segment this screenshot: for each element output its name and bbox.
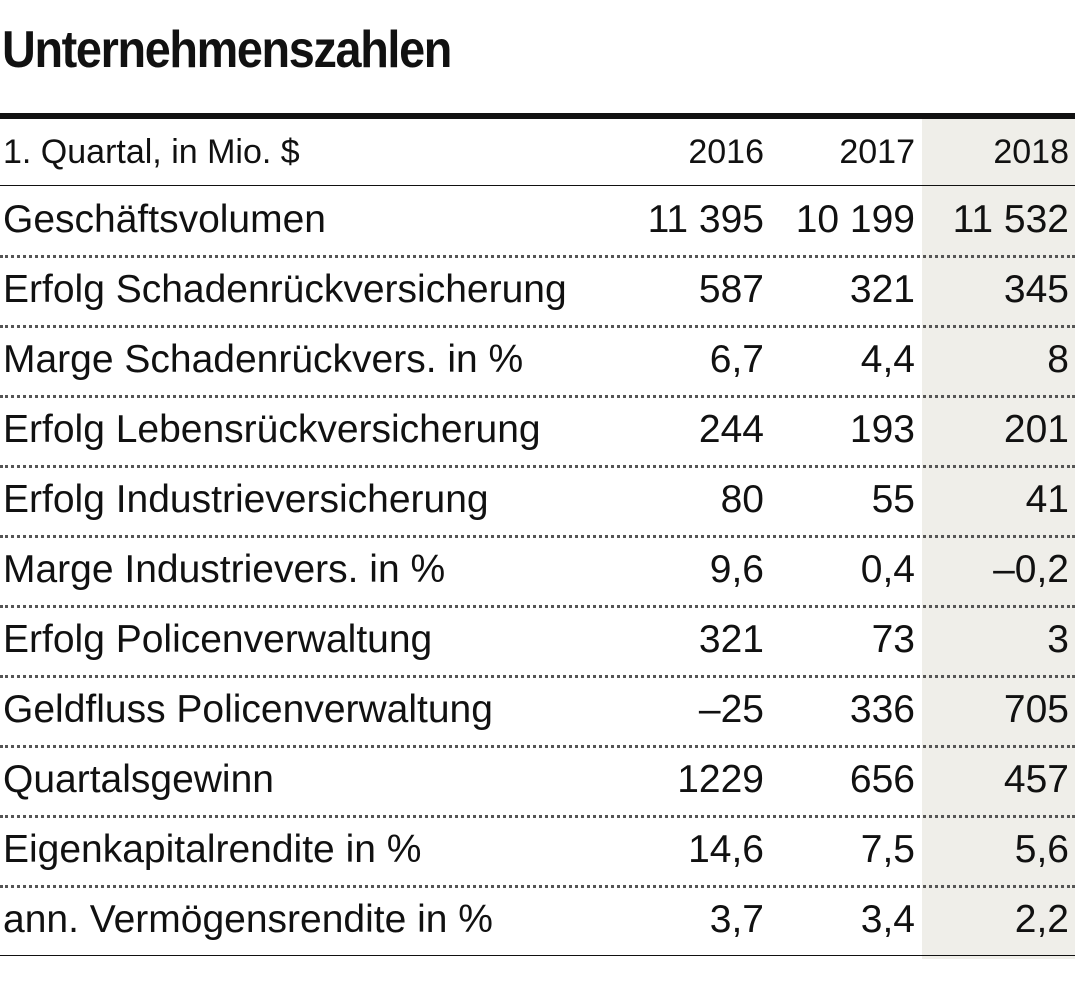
value-2017: 3,4 [860, 898, 915, 941]
value-2016: –25 [698, 688, 764, 731]
value-2018: 2,2 [1014, 898, 1069, 941]
table-row: Geschäftsvolumen 11 395 10 199 11 532 [0, 185, 1075, 258]
title-rule [0, 113, 1075, 119]
table-row: Erfolg Schadenrückversicherung 587 321 345 [0, 255, 1075, 328]
table-title: Unternehmenszahlen [2, 21, 452, 79]
value-2017: 193 [849, 408, 915, 451]
value-2016: 11 395 [647, 198, 764, 241]
value-2018: 11 532 [952, 198, 1069, 241]
row-label: Eigenkapitalrendite in % [3, 828, 422, 871]
header-label: 1. Quartal, in Mio. $ [3, 132, 300, 171]
value-2018: 457 [1003, 758, 1069, 801]
value-2016: 3,7 [709, 898, 764, 941]
value-2017: 656 [849, 758, 915, 801]
row-label: Erfolg Policenverwaltung [3, 618, 433, 661]
value-2018: 201 [1003, 408, 1069, 451]
table-row: Erfolg Lebensrückversicherung 244 193 201 [0, 395, 1075, 468]
value-2017: 7,5 [860, 828, 915, 871]
highlight-column-2018 [922, 119, 1075, 959]
table-row: Erfolg Policenverwaltung 321 73 3 [0, 605, 1075, 678]
value-2018: 5,6 [1014, 828, 1069, 871]
value-2016: 244 [698, 408, 764, 451]
row-label: Erfolg Industrieversicherung [3, 478, 489, 521]
value-2016: 14,6 [688, 828, 764, 871]
row-label: Erfolg Lebensrückversicherung [3, 408, 541, 451]
row-label: Erfolg Schadenrückversicherung [3, 268, 567, 311]
value-2018: 3 [1047, 618, 1069, 661]
value-2018: 705 [1003, 688, 1069, 731]
value-2018: 345 [1003, 268, 1069, 311]
value-2018: 41 [1025, 478, 1069, 521]
table-row: Quartalsgewinn 1229 656 457 [0, 745, 1075, 818]
value-2016: 9,6 [709, 548, 764, 591]
value-2017: 321 [849, 268, 915, 311]
value-2016: 80 [720, 478, 764, 521]
value-2018: –0,2 [993, 548, 1069, 591]
table-header-row: 1. Quartal, in Mio. $ 2016 2017 2018 [0, 119, 1075, 186]
value-2017: 0,4 [860, 548, 915, 591]
row-label: ann. Vermögensrendite in % [3, 898, 493, 941]
value-2016: 1229 [677, 758, 764, 801]
table-row: Geldfluss Policenverwaltung –25 336 705 [0, 675, 1075, 748]
row-label: Quartalsgewinn [3, 758, 274, 801]
table-row: Marge Schadenrückvers. in % 6,7 4,4 8 [0, 325, 1075, 398]
row-label: Geldfluss Policenverwaltung [3, 688, 493, 731]
value-2017: 4,4 [860, 338, 915, 381]
row-label: Marge Industrievers. in % [3, 548, 446, 591]
row-label: Geschäftsvolumen [3, 198, 326, 241]
data-table: 1. Quartal, in Mio. $ 2016 2017 2018 Ges… [0, 119, 1075, 959]
table-row: Erfolg Industrieversicherung 80 55 41 [0, 465, 1075, 538]
value-2016: 321 [698, 618, 764, 661]
table-row: ann. Vermögensrendite in % 3,7 3,4 2,2 [0, 885, 1075, 956]
value-2017: 10 199 [795, 198, 915, 241]
value-2016: 6,7 [709, 338, 764, 381]
header-year-2018: 2018 [993, 132, 1069, 171]
value-2017: 55 [871, 478, 915, 521]
value-2018: 8 [1047, 338, 1069, 381]
value-2016: 587 [698, 268, 764, 311]
table-row: Marge Industrievers. in % 9,6 0,4 –0,2 [0, 535, 1075, 608]
table-row: Eigenkapitalrendite in % 14,6 7,5 5,6 [0, 815, 1075, 888]
value-2017: 336 [849, 688, 915, 731]
header-year-2017: 2017 [839, 132, 915, 171]
header-year-2016: 2016 [688, 132, 764, 171]
row-label: Marge Schadenrückvers. in % [3, 338, 524, 381]
value-2017: 73 [871, 618, 915, 661]
